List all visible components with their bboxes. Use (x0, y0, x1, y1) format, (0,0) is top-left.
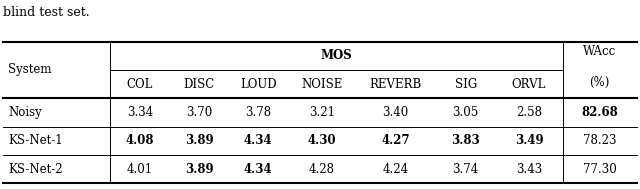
Text: 4.27: 4.27 (381, 134, 410, 147)
Text: 3.34: 3.34 (127, 106, 153, 119)
Text: 3.83: 3.83 (451, 134, 480, 147)
Text: WAcc: WAcc (583, 45, 616, 58)
Text: 3.43: 3.43 (516, 163, 542, 176)
Text: 3.40: 3.40 (383, 106, 409, 119)
Text: LOUD: LOUD (240, 78, 276, 91)
Text: KS-Net-2: KS-Net-2 (8, 163, 63, 176)
Text: 3.89: 3.89 (185, 163, 213, 176)
Text: COL: COL (127, 78, 153, 91)
Text: 4.01: 4.01 (127, 163, 153, 176)
Text: 3.05: 3.05 (452, 106, 479, 119)
Text: DISC: DISC (184, 78, 214, 91)
Text: System: System (8, 64, 52, 76)
Text: 3.21: 3.21 (308, 106, 335, 119)
Text: 3.49: 3.49 (515, 134, 543, 147)
Text: 77.30: 77.30 (583, 163, 617, 176)
Text: NOISE: NOISE (301, 78, 342, 91)
Text: KS-Net-1: KS-Net-1 (8, 134, 63, 147)
Text: 4.08: 4.08 (125, 134, 154, 147)
Text: 4.34: 4.34 (244, 163, 273, 176)
Text: MOS: MOS (321, 49, 353, 62)
Text: 3.70: 3.70 (186, 106, 212, 119)
Text: Noisy: Noisy (8, 106, 42, 119)
Text: 3.78: 3.78 (245, 106, 271, 119)
Text: (%): (%) (589, 76, 610, 89)
Text: 3.89: 3.89 (185, 134, 213, 147)
Text: 82.68: 82.68 (581, 106, 618, 119)
Text: blind test set.: blind test set. (3, 6, 90, 19)
Text: 4.24: 4.24 (383, 163, 409, 176)
Text: 2.58: 2.58 (516, 106, 542, 119)
Text: 4.28: 4.28 (308, 163, 335, 176)
Text: 3.74: 3.74 (452, 163, 479, 176)
Text: 78.23: 78.23 (583, 134, 616, 147)
Text: 4.34: 4.34 (244, 134, 273, 147)
Text: 4.30: 4.30 (307, 134, 336, 147)
Text: SIG: SIG (454, 78, 477, 91)
Text: REVERB: REVERB (369, 78, 422, 91)
Text: ORVL: ORVL (512, 78, 546, 91)
